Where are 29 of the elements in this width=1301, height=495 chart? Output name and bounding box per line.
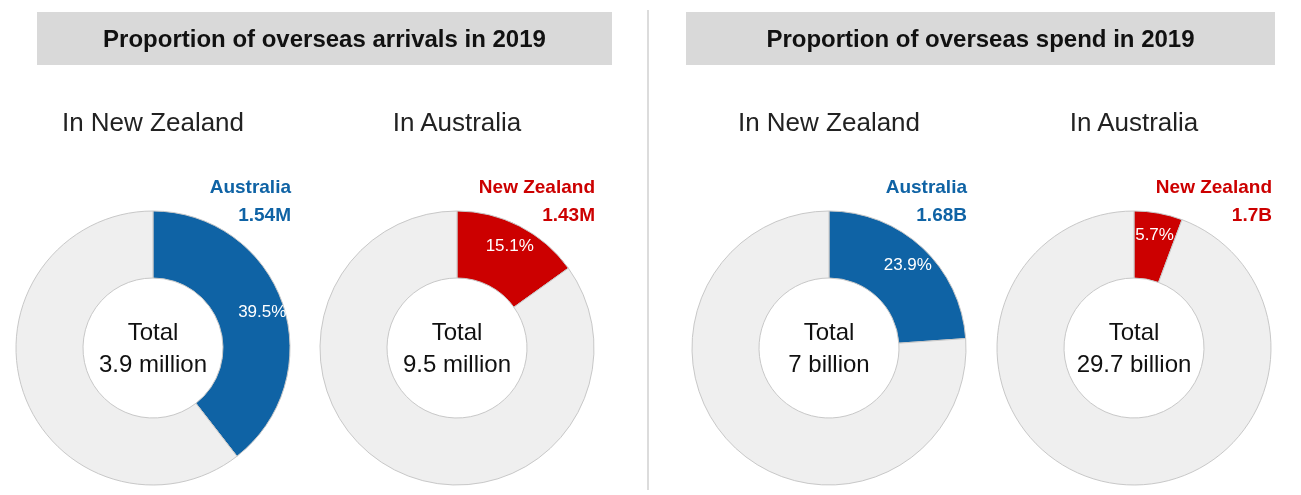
chart-subtitle: In Australia — [392, 107, 522, 137]
text: 9.5 million — [402, 350, 512, 377]
text: 1.43M — [542, 204, 595, 225]
data-label: 23.9% — [883, 254, 932, 274]
text: Total — [1108, 318, 1160, 345]
chart-subtitle: In Australia — [1069, 107, 1199, 137]
data-label: 5.7% — [1135, 225, 1174, 245]
chart-subtitle: In New Zealand — [737, 107, 921, 137]
text: 29.7 billion — [1076, 350, 1192, 377]
text: 1.54M — [238, 204, 291, 225]
donut-slice — [996, 210, 1272, 486]
slice-label: Australia — [885, 176, 968, 197]
data-label: 39.5% — [238, 301, 287, 321]
slice-label: New Zealand — [1155, 176, 1272, 197]
text: 3.9 million — [98, 350, 208, 377]
text: 1.7B — [1231, 204, 1272, 225]
text: Total — [431, 318, 483, 345]
text: 1.68B — [916, 204, 967, 225]
text: Total — [803, 318, 855, 345]
text: Total — [127, 318, 179, 345]
slice-label: Australia — [209, 176, 292, 197]
chart-title: Proportion of overseas arrivals in 2019 — [103, 25, 546, 52]
donut-slice — [319, 210, 595, 486]
donut-slice — [691, 210, 967, 486]
chart-subtitle: In New Zealand — [61, 107, 245, 137]
text: 7 billion — [788, 350, 870, 377]
chart-title: Proportion of overseas spend in 2019 — [766, 25, 1195, 52]
data-label: 15.1% — [485, 236, 534, 256]
slice-label: New Zealand — [478, 176, 595, 197]
